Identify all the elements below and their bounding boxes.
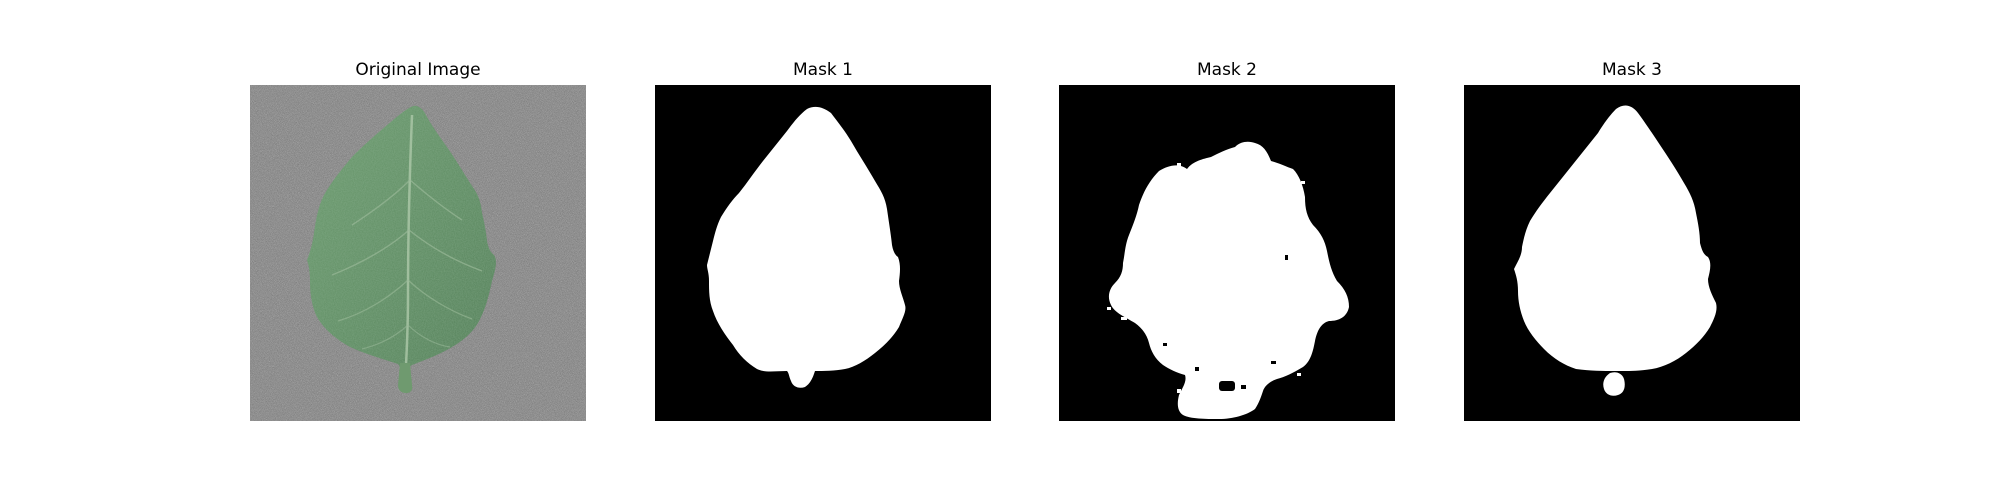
panel-original-image: Original Image <box>250 60 586 421</box>
panel-mask-2: Mask 2 <box>1059 60 1395 421</box>
panel-mask-1: Mask 1 <box>655 60 991 421</box>
panel-mask-3: Mask 3 <box>1464 60 1800 421</box>
panel-title: Mask 1 <box>655 60 991 80</box>
mask-2-image <box>1059 85 1395 421</box>
mask-3-image <box>1464 85 1800 421</box>
panel-title: Original Image <box>250 60 586 80</box>
panel-title: Mask 2 <box>1059 60 1395 80</box>
original-image <box>250 85 586 421</box>
mask-1-image <box>655 85 991 421</box>
panel-title: Mask 3 <box>1464 60 1800 80</box>
